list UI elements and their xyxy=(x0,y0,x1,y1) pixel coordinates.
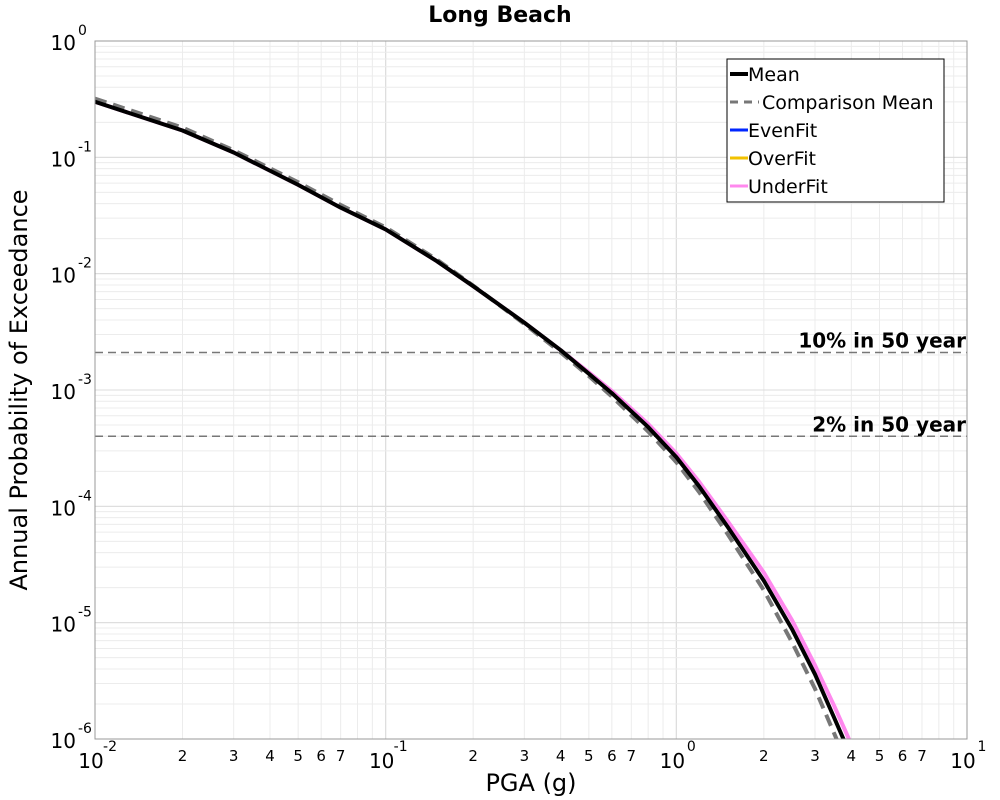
x-minor-tick-label: 4 xyxy=(556,747,566,765)
x-minor-tick-label: 6 xyxy=(607,747,617,765)
x-tick-label: 101 xyxy=(950,739,986,773)
y-tick-exponent: -5 xyxy=(78,605,92,621)
legend: Mean Comparison Mean EvenFit OverFit UnderFi… xyxy=(726,58,945,203)
legend-label: EvenFit xyxy=(748,120,817,142)
grid xyxy=(94,40,968,740)
reference-line-label: 10% in 50 year xyxy=(798,329,966,353)
y-tick-exponent: -3 xyxy=(78,372,92,388)
y-tick-base: 10 xyxy=(51,380,76,404)
x-minor-tick-label: 4 xyxy=(265,747,275,765)
legend-label: Mean xyxy=(748,64,800,86)
legend-item: UnderFit xyxy=(730,176,828,198)
x-minor-tick-label: 5 xyxy=(584,747,594,765)
x-minor-tick-label: 3 xyxy=(520,747,530,765)
y-tick-base: 10 xyxy=(51,613,76,637)
y-tick-exponent: -2 xyxy=(78,256,92,272)
chart-title: Long Beach xyxy=(428,3,571,28)
y-tick-base: 10 xyxy=(51,264,76,288)
series-line-mean xyxy=(95,99,846,739)
legend-item: Mean xyxy=(730,64,800,86)
y-tick-label: 10 -5 xyxy=(51,605,92,637)
x-minor-tick-label: 5 xyxy=(875,747,885,765)
legend-item: OverFit xyxy=(730,148,816,170)
x-minor-tick-label: 2 xyxy=(178,747,188,765)
x-axis-label: PGA (g) xyxy=(485,769,576,797)
x-tick-base: 10 xyxy=(78,749,103,773)
y-tick-label: 10 -4 xyxy=(51,488,93,520)
x-minor-tick-label: 7 xyxy=(336,747,346,765)
y-tick-label: 10 0 xyxy=(51,23,87,55)
y-tick-base: 10 xyxy=(51,496,76,520)
y-axis-label: Annual Probability of Exceedance xyxy=(5,189,33,590)
y-tick-label: 10 -2 xyxy=(51,256,92,288)
legend-box xyxy=(726,58,945,203)
legend-item: EvenFit xyxy=(730,120,817,142)
legend-label: UnderFit xyxy=(748,176,828,198)
y-tick-exponent: 0 xyxy=(78,23,87,39)
x-tick-label: 10-1 xyxy=(369,739,408,773)
x-tick-base: 10 xyxy=(369,749,394,773)
x-minor-tick-label: 7 xyxy=(627,747,637,765)
x-tick-exponent: 0 xyxy=(687,739,696,755)
reference-line-label: 2% in 50 year xyxy=(812,412,966,436)
y-tick-label: 10 -1 xyxy=(51,139,92,171)
y-tick-base: 10 xyxy=(51,147,76,171)
x-minor-tick-label: 2 xyxy=(468,747,478,765)
x-minor-tick-label: 2 xyxy=(759,747,769,765)
legend-label: OverFit xyxy=(748,148,816,170)
y-tick-label: 10 -6 xyxy=(51,721,93,753)
x-tick-exponent: 1 xyxy=(978,739,987,755)
y-tick-exponent: -4 xyxy=(78,488,92,504)
series-group xyxy=(95,96,852,739)
plot-frame xyxy=(94,40,968,740)
y-tick-exponent: -6 xyxy=(78,721,92,737)
x-minor-tick-label: 5 xyxy=(293,747,303,765)
y-tick-base: 10 xyxy=(51,729,76,753)
legend-item: Comparison Mean xyxy=(730,92,934,114)
y-tick-exponent: -1 xyxy=(78,139,92,155)
x-minor-tick-label: 6 xyxy=(316,747,326,765)
y-tick-label: 10 -3 xyxy=(51,372,92,404)
legend-label: Comparison Mean xyxy=(762,92,934,114)
x-tick-label: 10-2 xyxy=(78,739,117,773)
reference-lines: 10% in 50 year 2% in 50 year xyxy=(95,329,967,438)
x-tick-exponent: -2 xyxy=(103,739,117,755)
x-minor-tick-label: 6 xyxy=(898,747,908,765)
x-minor-tick-label: 7 xyxy=(917,747,927,765)
x-minor-tick-label: 3 xyxy=(810,747,820,765)
x-minor-tick-label: 4 xyxy=(847,747,857,765)
x-tick-exponent: -1 xyxy=(394,739,408,755)
x-minor-tick-label: 3 xyxy=(229,747,239,765)
y-tick-base: 10 xyxy=(51,31,76,55)
series-clip-group xyxy=(95,96,852,739)
x-tick-base: 10 xyxy=(950,749,975,773)
x-tick-base: 10 xyxy=(660,749,685,773)
x-tick-label: 100 xyxy=(660,739,696,773)
